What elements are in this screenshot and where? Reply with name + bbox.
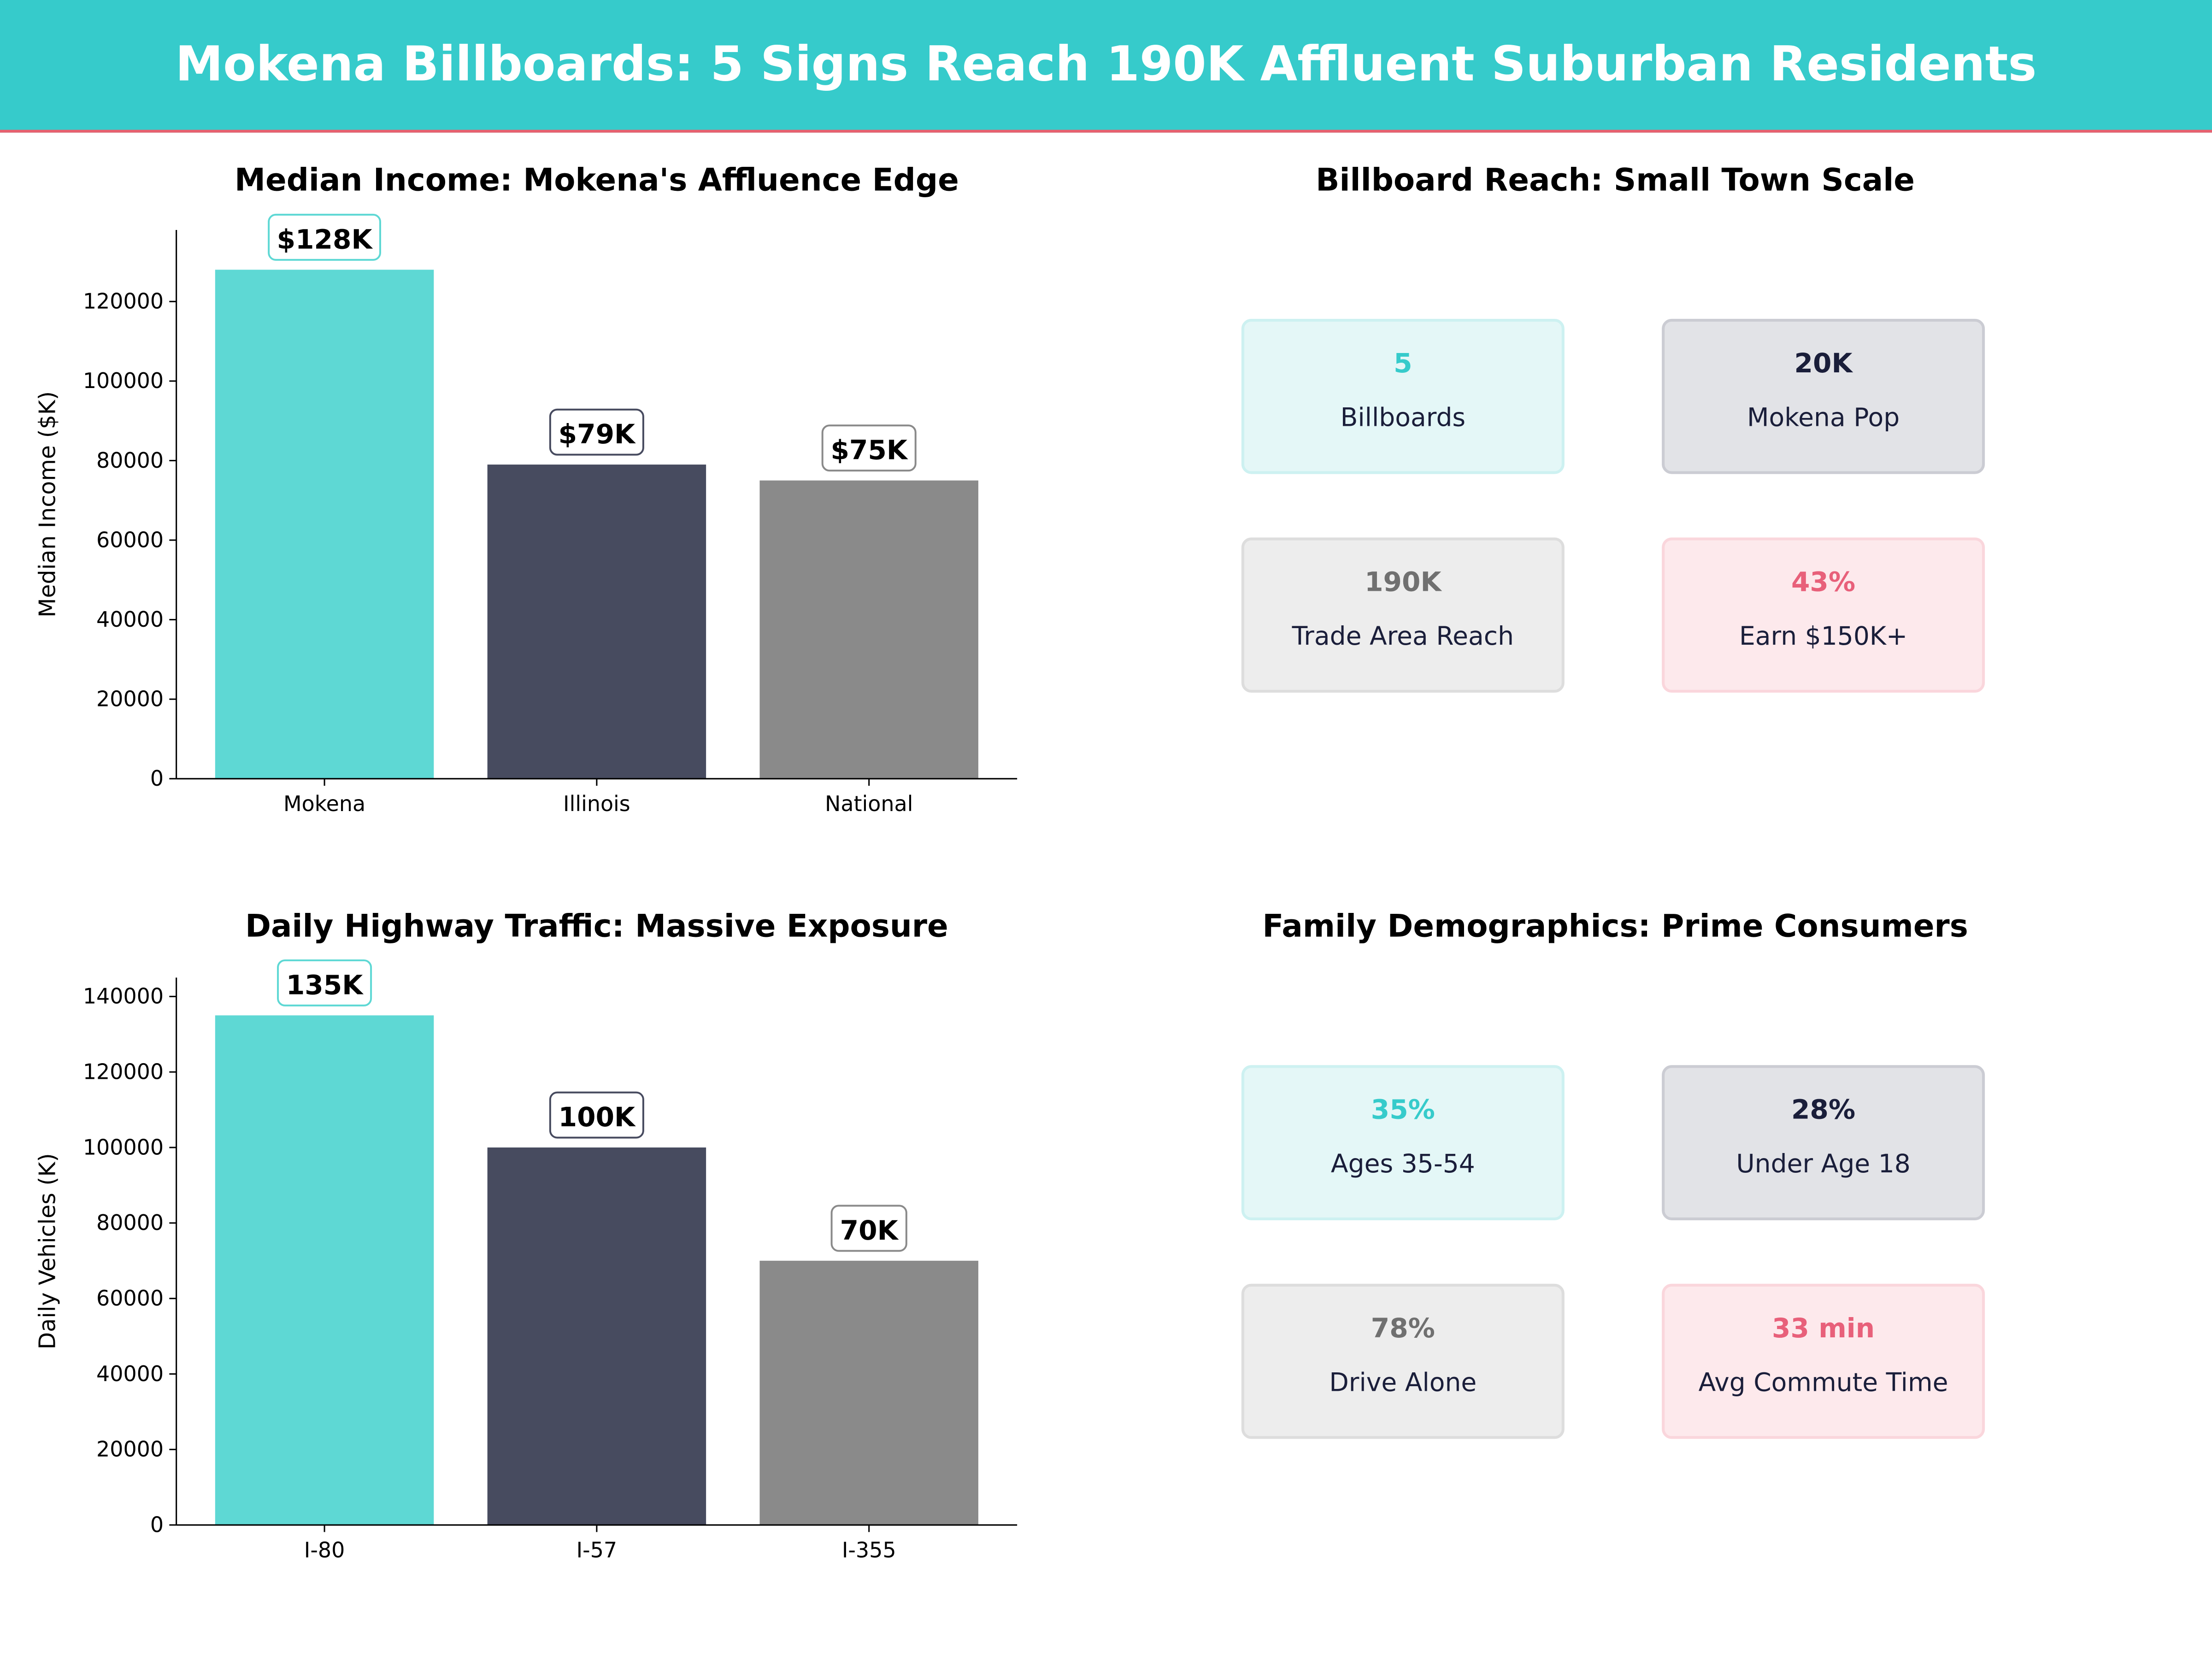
x-tick-label: Illinois [563,791,630,816]
y-axis-label: Daily Vehicles (K) [34,1153,60,1349]
card-label: Avg Commute Time [1698,1368,1948,1398]
card-label: Ages 35-54 [1330,1149,1475,1180]
data-label: $128K [277,224,373,255]
card-value: 20K [1794,348,1853,380]
reach-card-population: 20K Mokena Pop [1662,318,1985,474]
data-label-box [549,1091,644,1139]
y-tick-label: 0 [150,766,164,791]
reach-panel-title: Billboard Reach: Small Town Scale [1316,164,1915,199]
card-label: Trade Area Reach [1292,622,1514,652]
reach-card-billboards: 5 Billboards [1241,318,1565,474]
header-banner: Mokena Billboards: 5 Signs Reach 190K Af… [0,0,2212,133]
y-tick-label: 80000 [96,1210,164,1235]
reach-card-trade-area: 190K Trade Area Reach [1241,537,1565,693]
y-tick-label: 40000 [96,1361,164,1386]
card-label: Billboards [1340,403,1466,433]
bar [759,1260,978,1525]
y-tick-label: 20000 [96,1437,164,1462]
bar [759,480,978,779]
data-label: 135K [286,969,364,1000]
y-tick-label: 0 [150,1512,164,1537]
card-value: 28% [1791,1094,1856,1126]
data-label: 70K [840,1215,899,1246]
data-label: $79K [559,418,636,450]
reach-card-income: 43% Earn $150K+ [1662,537,1985,693]
x-tick-label: I-80 [304,1538,345,1563]
bar [215,270,434,779]
x-tick-label: National [825,791,913,816]
data-label-box [277,959,372,1006]
card-value: 5 [1394,348,1412,380]
page-title: Mokena Billboards: 5 Signs Reach 190K Af… [175,36,2037,94]
data-label-box [830,1205,907,1252]
y-tick-label: 100000 [83,368,164,393]
y-tick-label: 120000 [83,1059,164,1084]
y-tick-label: 20000 [96,687,164,712]
card-label: Under Age 18 [1736,1149,1911,1180]
x-tick-label: Mokena [283,791,365,816]
data-label-box [549,408,644,456]
card-value: 78% [1371,1313,1435,1345]
y-tick-label: 60000 [96,1286,164,1311]
x-tick-label: I-57 [577,1538,618,1563]
card-value: 33 min [1772,1313,1875,1345]
data-label-box [821,424,917,472]
data-label: 100K [559,1101,636,1133]
y-tick-label: 140000 [83,984,164,1009]
card-value: 43% [1791,567,1856,598]
y-tick-label: 60000 [96,527,164,552]
traffic-chart-title: Daily Highway Traffic: Massive Exposure [245,910,948,946]
card-label: Earn $150K+ [1739,622,1908,652]
bar [487,465,706,779]
demographics-panel-title: Family Demographics: Prime Consumers [1262,910,1968,946]
demo-card-drive-alone: 78% Drive Alone [1241,1283,1565,1439]
bar [487,1147,706,1525]
y-tick-label: 120000 [83,289,164,314]
x-tick-label: I-355 [842,1538,896,1563]
y-tick-label: 40000 [96,607,164,632]
demo-card-commute: 33 min Avg Commute Time [1662,1283,1985,1439]
y-axis-label: Median Income ($K) [34,391,60,618]
data-label-box [268,213,381,261]
income-chart-title: Median Income: Mokena's Affluence Edge [235,164,959,199]
demo-card-under-18: 28% Under Age 18 [1662,1065,1985,1220]
y-tick-label: 100000 [83,1135,164,1159]
card-label: Drive Alone [1329,1368,1477,1398]
card-value: 190K [1365,567,1441,598]
bar [215,1015,434,1525]
demo-card-ages: 35% Ages 35-54 [1241,1065,1565,1220]
data-label: $75K [830,435,908,466]
card-value: 35% [1371,1094,1435,1126]
card-label: Mokena Pop [1747,403,1900,433]
y-tick-label: 80000 [96,448,164,473]
